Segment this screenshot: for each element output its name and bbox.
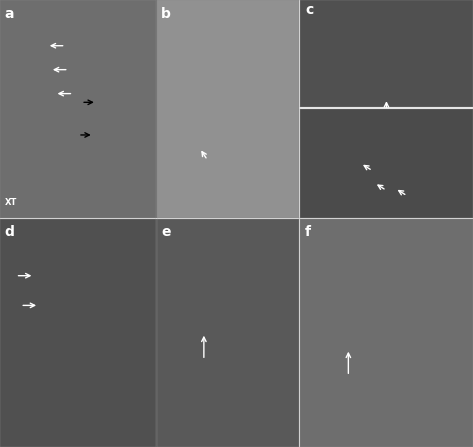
Text: e: e (161, 225, 171, 240)
Text: f: f (305, 225, 311, 240)
Text: d: d (5, 225, 15, 240)
Text: b: b (161, 7, 171, 21)
Text: XT: XT (5, 198, 17, 207)
Text: a: a (5, 7, 14, 21)
Text: c: c (305, 3, 313, 17)
